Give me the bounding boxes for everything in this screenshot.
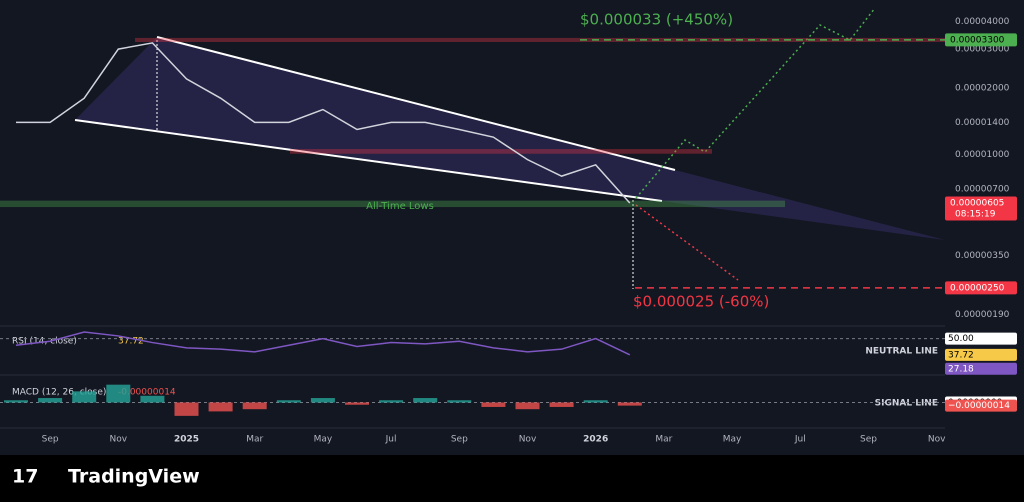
zone-label: All-Time Lows (366, 201, 434, 212)
bull-path (635, 7, 876, 199)
background (0, 0, 1024, 455)
y-tick-box (945, 399, 1017, 412)
y-tick-label: 0.00003000 (955, 45, 1010, 55)
wedge-bottom (74, 119, 663, 202)
y-tick-label: 0.00000700 (955, 184, 1010, 194)
histogram-bar (38, 398, 63, 403)
brand-logo: 17 (12, 466, 38, 488)
histogram-bar (413, 398, 438, 403)
y-tick-label: 50.00 (948, 334, 974, 344)
x-tick-label: May (314, 435, 333, 445)
level-label: 0.00003300 (950, 35, 1005, 45)
x-tick-label: Jul (794, 435, 806, 445)
brand: TradingView (68, 466, 200, 488)
histogram-bar (345, 402, 369, 405)
level-label: 0.00000250 (950, 283, 1005, 293)
level-box (945, 33, 1017, 47)
y-tick-box (945, 348, 1017, 361)
histogram-bar (72, 391, 97, 403)
wedge-fill (75, 37, 945, 240)
y-tick-label: 0.00000350 (955, 251, 1010, 261)
histogram-bar (549, 402, 574, 407)
x-tick-label: Nov (519, 435, 537, 445)
histogram-bar (617, 402, 642, 406)
x-tick-label: May (723, 435, 742, 445)
histogram-bar (4, 400, 28, 403)
footer-bar (0, 455, 1024, 498)
bear-path (635, 204, 739, 281)
zone (135, 37, 945, 42)
histogram-bar (515, 402, 540, 410)
y-tick-label: 0.00001000 (955, 150, 1010, 160)
level-box (945, 281, 1017, 295)
y-tick-box (945, 332, 1017, 345)
series-line (15, 331, 631, 356)
neutral-line-label: NEUTRAL LINE (865, 347, 938, 357)
histogram-bar (242, 402, 267, 410)
countdown: 08:15:19 (955, 209, 996, 219)
histogram-bar (481, 402, 506, 407)
level-annotation: $0.000033 (+450%) (580, 11, 733, 29)
zone (290, 149, 712, 154)
y-tick-label: 27.18 (948, 364, 974, 374)
histogram-bar (447, 400, 472, 403)
y-tick-label: −0.00000014 (948, 401, 1010, 411)
macd-title: MACD (12, 26, close) (12, 388, 106, 398)
level-label: 0.00000605 (950, 198, 1004, 208)
level-box (945, 196, 1017, 221)
x-tick-label: Mar (246, 435, 263, 445)
wedge-top (156, 36, 676, 171)
x-tick-label: 2025 (174, 435, 199, 445)
x-tick-label: 2026 (583, 435, 608, 445)
x-tick-label: Sep (42, 435, 59, 445)
histogram-bar (208, 402, 233, 412)
macd-legend-value: -0.00000014 (118, 388, 176, 398)
y-tick-label: 0.00000190 (955, 310, 1010, 320)
histogram-bar (174, 402, 199, 416)
histogram-bar (583, 400, 608, 403)
y-tick-label: 0.00001400 (955, 118, 1010, 128)
rsi-legend-value: 37.72 (118, 337, 144, 347)
histogram-bar (106, 384, 131, 403)
x-tick-label: Jul (385, 435, 397, 445)
x-tick-label: Mar (655, 435, 672, 445)
x-tick-label: Nov (928, 435, 946, 445)
x-tick-label: Sep (451, 435, 468, 445)
y-tick-label: 0.00002000 (955, 84, 1010, 94)
x-tick-label: Nov (110, 435, 128, 445)
y-tick-label: 0.00004000 (955, 17, 1010, 27)
histogram-bar (379, 400, 404, 403)
series-line (16, 42, 631, 204)
x-tick-label: Sep (860, 435, 877, 445)
y-tick-box (945, 362, 1017, 375)
signal-line-label: SIGNAL LINE (875, 399, 938, 409)
zone (0, 200, 785, 208)
histogram-bar (276, 400, 301, 403)
histogram-bar (310, 398, 335, 403)
level-annotation: $0.000025 (-60%) (633, 293, 769, 311)
y-tick-label: 37.72 (948, 350, 974, 360)
histogram-bar (140, 395, 165, 403)
